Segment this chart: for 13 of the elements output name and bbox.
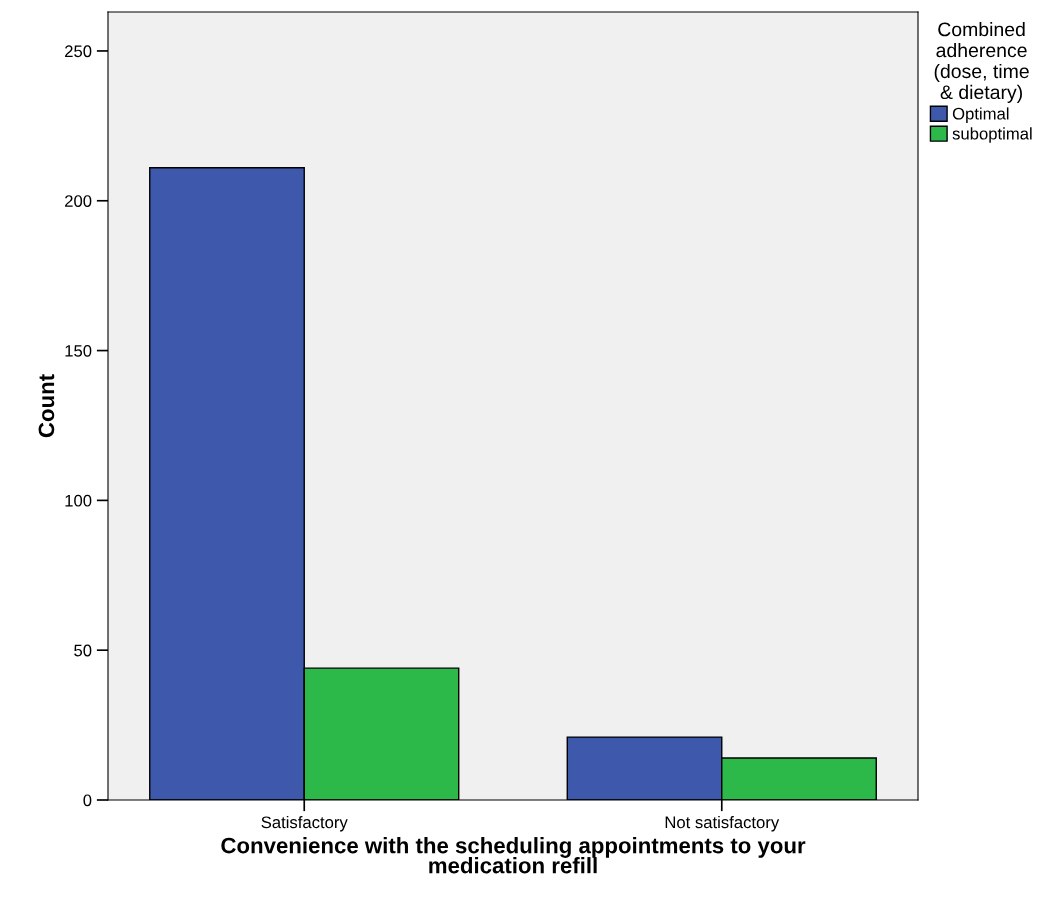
y-tick-label: 100 bbox=[65, 494, 92, 507]
y-tick-label: 50 bbox=[74, 644, 92, 657]
y-tick-label: 0 bbox=[83, 794, 92, 807]
x-tick-label: Satisfactory bbox=[261, 815, 348, 832]
y-tick-label: 150 bbox=[65, 344, 92, 357]
legend-label: Optimal bbox=[952, 107, 1009, 123]
y-axis-title: Count bbox=[38, 374, 55, 438]
x-tick-label: Not satisfactory bbox=[665, 815, 780, 832]
legend-label: suboptimal bbox=[952, 127, 1032, 143]
x-axis-title: Convenience with the scheduling appointments to your medication refill bbox=[221, 837, 806, 874]
y-tick-label: 200 bbox=[65, 195, 92, 207]
legend-title: Combined adherence (dose, time & dietary) bbox=[934, 22, 1029, 103]
y-tick-label: 250 bbox=[65, 45, 92, 58]
